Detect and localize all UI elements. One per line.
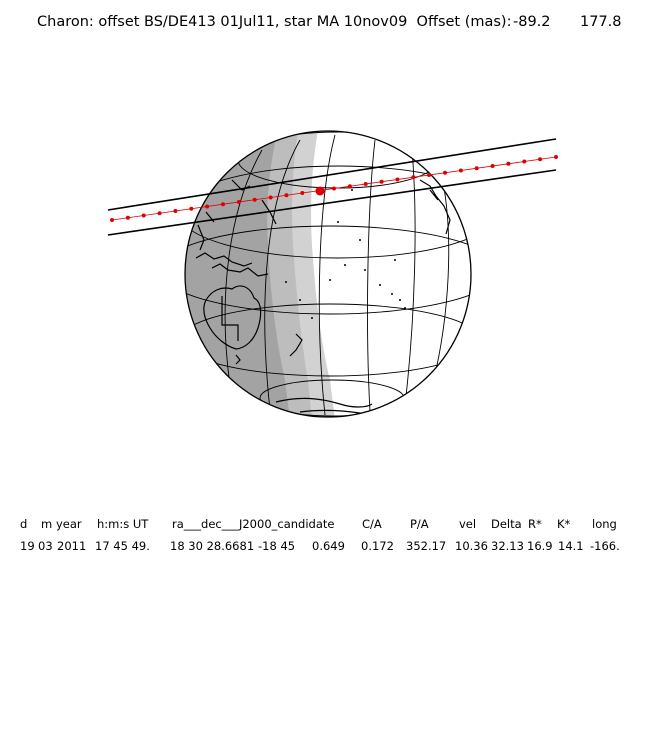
col-hms-ut: h:m:s UT bbox=[97, 517, 149, 531]
col-rstar: R* bbox=[528, 517, 542, 531]
shadow-track-points bbox=[110, 155, 558, 222]
globe-limb bbox=[184, 130, 472, 418]
col-delta: Delta bbox=[491, 517, 522, 531]
earth-disk bbox=[185, 131, 471, 417]
track-point bbox=[268, 195, 273, 200]
track-point bbox=[347, 184, 352, 189]
track-point bbox=[157, 211, 162, 216]
track-point bbox=[236, 200, 241, 204]
track-point bbox=[522, 159, 527, 164]
australia-borders bbox=[221, 296, 239, 341]
val-d: 19 bbox=[20, 539, 35, 553]
val-ra: 18 30 28.6681 bbox=[170, 539, 255, 553]
col-vel: vel bbox=[459, 517, 477, 531]
track-point bbox=[221, 202, 225, 207]
track-point bbox=[395, 177, 400, 182]
closest-approach-marker bbox=[315, 186, 325, 196]
shadow-south-limit bbox=[107, 169, 557, 236]
track-point bbox=[443, 170, 447, 175]
val-long: -166. bbox=[590, 539, 620, 553]
col-d: d bbox=[20, 517, 28, 531]
track-point bbox=[427, 173, 432, 177]
asia-islands bbox=[197, 179, 277, 251]
title-offset-x: -89.2 bbox=[513, 14, 551, 30]
track-point bbox=[141, 213, 146, 218]
val-pa: 352.17 bbox=[406, 539, 447, 553]
val-delta: 32.13 bbox=[491, 539, 524, 553]
col-kstar: K* bbox=[557, 517, 571, 531]
table-value-row: 19 03 2011 17 45 49. 18 30 28.6681 -18 4… bbox=[0, 539, 646, 557]
val-dec: -18 45 bbox=[258, 539, 296, 553]
track-point bbox=[252, 197, 257, 202]
pacific-islands bbox=[285, 189, 406, 319]
track-point bbox=[538, 157, 543, 162]
track-point bbox=[411, 175, 416, 180]
val-m: 03 bbox=[38, 539, 53, 553]
track-point bbox=[300, 191, 305, 195]
track-point bbox=[173, 209, 178, 213]
val-kstar: 14.1 bbox=[558, 539, 584, 553]
north-america-west-coast bbox=[419, 179, 451, 235]
track-point bbox=[332, 186, 336, 191]
col-long: long bbox=[592, 517, 617, 531]
new-zealand bbox=[289, 333, 303, 357]
track-point bbox=[554, 155, 558, 159]
track-point bbox=[189, 206, 194, 211]
val-candidate: 0.649 bbox=[312, 539, 345, 553]
new-guinea bbox=[211, 263, 269, 277]
track-point bbox=[506, 161, 511, 166]
track-point bbox=[379, 179, 384, 184]
val-ca: 0.172 bbox=[361, 539, 394, 553]
col-year: year bbox=[56, 517, 82, 531]
tasmania bbox=[235, 354, 241, 365]
track-point bbox=[363, 182, 368, 186]
australia-outline bbox=[203, 285, 262, 350]
earth-globe-diagram bbox=[107, 130, 558, 418]
shadow-north-limit bbox=[107, 138, 557, 211]
track-point bbox=[284, 193, 289, 198]
val-year: 2011 bbox=[57, 539, 87, 553]
coastlines bbox=[195, 179, 451, 417]
track-point bbox=[490, 164, 495, 168]
track-point bbox=[110, 218, 114, 222]
indonesia-chain bbox=[195, 252, 253, 267]
night-side bbox=[185, 131, 290, 417]
track-point bbox=[205, 204, 210, 209]
title-offset-y: 177.8 bbox=[580, 14, 622, 30]
col-m: m bbox=[41, 517, 53, 531]
plot-title: Charon: offset BS/DE413 01Jul11, star MA… bbox=[0, 14, 646, 36]
track-point bbox=[458, 168, 463, 173]
title-text: Charon: offset BS/DE413 01Jul11, star MA… bbox=[37, 14, 512, 30]
val-hms: 17 45 49. bbox=[95, 539, 150, 553]
track-point bbox=[125, 215, 130, 220]
table-header-row: d m year h:m:s UT ra___dec___J2000_candi… bbox=[0, 517, 646, 535]
col-ca: C/A bbox=[362, 517, 382, 531]
val-vel: 10.36 bbox=[455, 539, 488, 553]
col-ra-dec: ra___dec___J2000_candidate bbox=[172, 517, 335, 531]
val-rstar: 16.9 bbox=[527, 539, 553, 553]
col-pa: P/A bbox=[410, 517, 429, 531]
track-point bbox=[474, 166, 479, 171]
